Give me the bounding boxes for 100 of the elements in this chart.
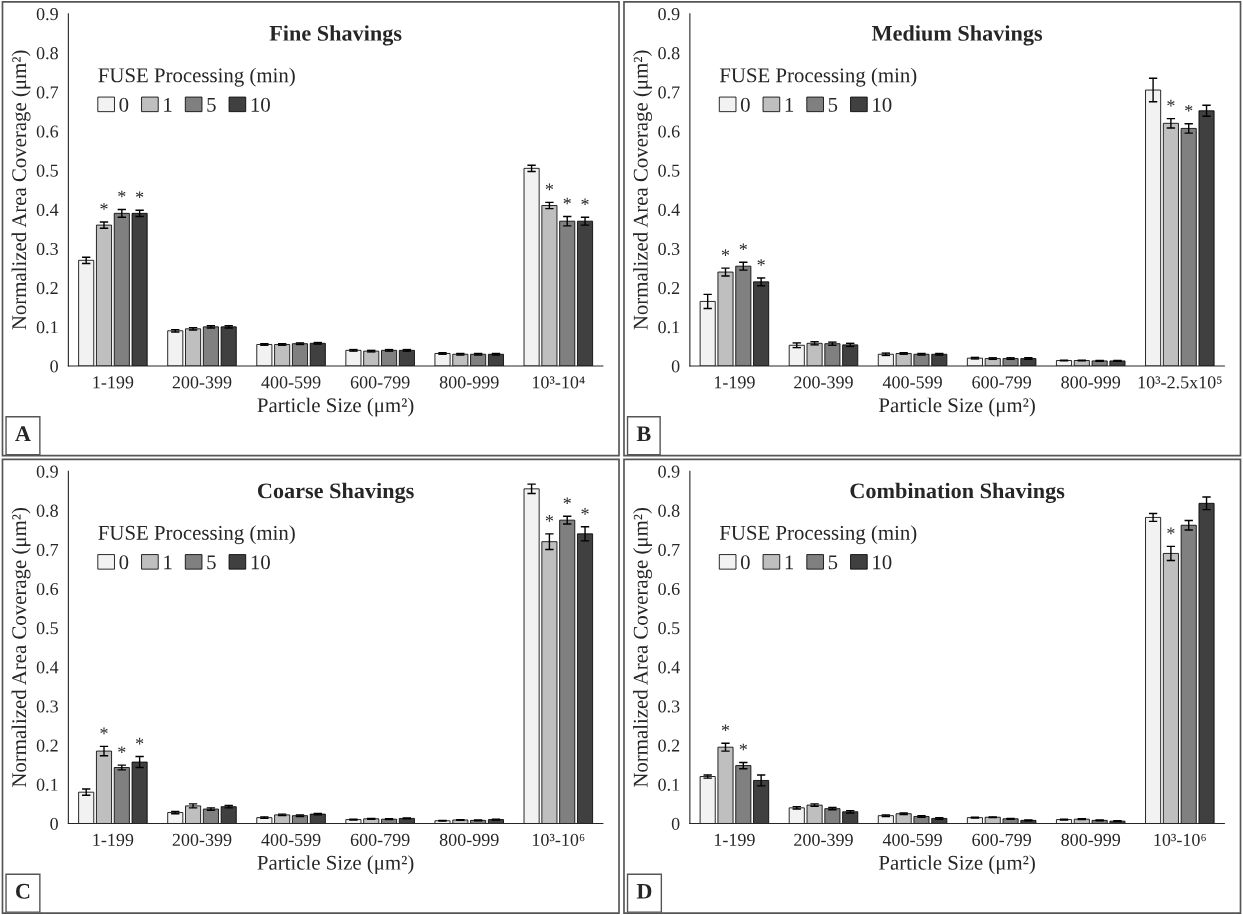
x-tick-label: 200-399: [794, 376, 853, 389]
legend-label: 1: [785, 555, 794, 570]
y-tick-label: 0.6: [658, 125, 680, 138]
y-tick-label: 0.2: [658, 281, 680, 295]
legend-label: 1: [785, 97, 794, 112]
legend-label: 5: [207, 98, 216, 112]
y-tick-label: 0.6: [658, 582, 680, 596]
y-tick-label: 0.2: [36, 739, 58, 752]
y-tick-label: 0.5: [658, 622, 680, 635]
x-tick-label: 800-999: [1061, 376, 1121, 389]
y-tick-label: 0.4: [658, 661, 680, 674]
bar: [96, 750, 112, 824]
data-label: *: [545, 515, 554, 522]
y-tick-label: 0.8: [658, 504, 680, 517]
data-label: *: [1185, 104, 1193, 112]
y-axis-title: Normalized Area Coverage (μm²): [633, 50, 653, 330]
y-tick-label: 0.3: [36, 242, 58, 256]
y-tick-label: 0.4: [36, 661, 59, 674]
legend-label: 1: [164, 97, 172, 112]
bar: [381, 349, 398, 366]
y-tick-label: 0.1: [658, 321, 680, 334]
x-tick-label: 200-399: [172, 833, 232, 846]
bar: [96, 224, 112, 366]
x-tick-label: 800-999: [439, 376, 499, 389]
data-label: *: [563, 497, 571, 505]
legend-title: FUSE Processing (min): [98, 67, 295, 87]
y-tick-label: 0.3: [658, 700, 680, 713]
x-axis-title: Particle Size (μm²): [257, 397, 414, 417]
y-tick-label: 0.3: [36, 700, 58, 713]
x-tick-label: 800-999: [1061, 833, 1121, 846]
bar: [185, 805, 202, 824]
y-tick-label: 0.8: [658, 47, 680, 60]
y-tick-label: 0.1: [36, 321, 58, 334]
y-tick-label: 0.9: [658, 7, 680, 21]
y-tick-label: 0.7: [36, 86, 59, 99]
bar: [577, 220, 594, 366]
y-tick-label: 0.8: [36, 47, 58, 60]
data-label: *: [563, 197, 571, 205]
y-tick-label: 0.6: [36, 125, 59, 138]
data-label: *: [739, 743, 747, 751]
y-tick-label: 0.9: [36, 465, 58, 478]
data-label: *: [739, 243, 747, 251]
legend-label: 10: [873, 555, 892, 570]
data-label: *: [100, 727, 108, 735]
legend-title: FUSE Processing (min): [719, 525, 917, 545]
legend-label: 0: [119, 555, 129, 570]
y-tick-label: 0.9: [36, 7, 58, 21]
chart-title: Fine Shavings: [269, 25, 402, 46]
data-label: *: [136, 737, 144, 745]
data-label: *: [1167, 99, 1175, 107]
y-tick-label: 0.8: [36, 504, 58, 517]
x-tick-label: 200-399: [794, 833, 853, 846]
bar: [167, 330, 184, 366]
y-tick-label: 0.5: [36, 622, 58, 635]
y-axis-title: Normalized Area Coverage (μm²): [11, 507, 31, 788]
y-tick-label: 0: [50, 360, 58, 373]
data-label: *: [136, 191, 144, 199]
y-tick-label: 0.9: [658, 465, 680, 478]
legend-title: FUSE Processing (min): [98, 525, 295, 545]
y-tick-label: 0.7: [658, 543, 680, 557]
legend-label: 0: [740, 555, 750, 570]
bar: [167, 812, 184, 824]
x-axis-title: Particle Size (μm²): [879, 855, 1035, 875]
text: A: [15, 426, 31, 442]
x-tick-label: 1-199: [93, 376, 134, 389]
y-tick-label: 0.2: [658, 739, 680, 752]
y-tick-label: 0.7: [658, 86, 680, 99]
text: D: [636, 883, 652, 899]
bar: [185, 328, 202, 366]
y-tick-label: 0.6: [36, 582, 59, 596]
x-axis-title: Particle Size (μm²): [879, 397, 1035, 417]
data-label: *: [118, 190, 126, 198]
bar: [1162, 122, 1179, 366]
text: C: [16, 883, 30, 899]
chart-title: Medium Shavings: [871, 25, 1043, 46]
y-tick-label: 0: [671, 360, 680, 373]
x-tick-label: 400-599: [261, 376, 321, 389]
x-tick-label: 600-799: [972, 376, 1031, 389]
x-tick-label: 1-199: [714, 376, 755, 389]
x-tick-label: 1-199: [93, 833, 134, 846]
legend-label: 10: [251, 555, 270, 570]
bar: [78, 791, 95, 824]
y-tick-label: 0: [671, 817, 680, 830]
x-tick-label: 600-799: [350, 376, 410, 389]
x-tick-label: 600-799: [972, 833, 1031, 846]
legend-label: 5: [828, 555, 838, 570]
data-label: *: [581, 198, 589, 206]
y-tick-label: 0.2: [36, 281, 58, 295]
x-tick-label: 600-799: [350, 833, 410, 846]
bar: [309, 813, 326, 824]
x-tick-label: 1-199: [714, 833, 755, 846]
legend-label: 5: [207, 555, 216, 570]
chart-title: Coarse Shavings: [257, 482, 414, 504]
data-label: *: [757, 259, 765, 266]
legend-label: 0: [740, 97, 750, 112]
y-tick-label: 0.5: [36, 164, 58, 177]
x-tick-label: 800-999: [439, 833, 499, 846]
legend-label: 5: [828, 98, 838, 112]
y-tick-label: 0.4: [36, 203, 59, 216]
legend-label: 10: [873, 97, 892, 112]
